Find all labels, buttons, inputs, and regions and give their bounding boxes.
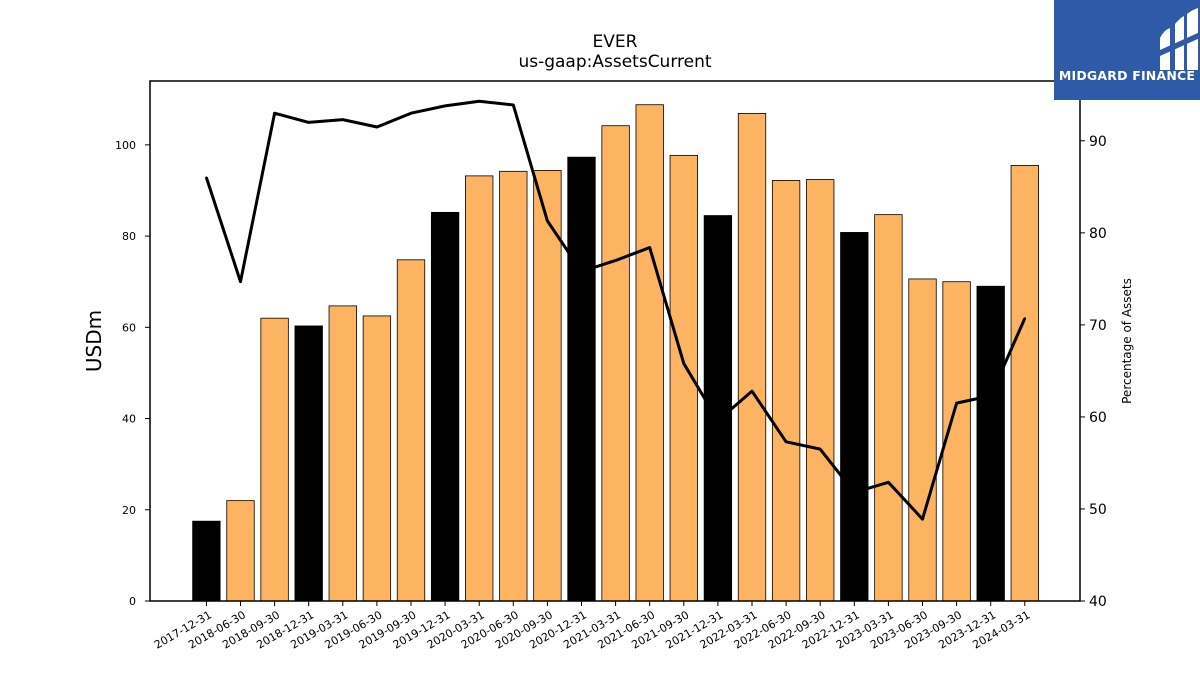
line-point-2020-03-31: [478, 100, 481, 103]
bar-2019-12-31: [430, 211, 460, 602]
y-tick-label: 40: [122, 413, 136, 426]
y2-tick-label: 50: [1089, 502, 1107, 518]
y-axis-label: USDm: [82, 310, 106, 372]
y-tick-label: 0: [129, 595, 136, 608]
line-point-2018-09-30: [273, 112, 276, 115]
logo-text: MIDGARD FINANCE: [1058, 68, 1196, 83]
bar-2022-09-30: [806, 179, 835, 602]
bar-2022-12-31: [840, 232, 869, 602]
bar-2023-06-30: [908, 278, 937, 602]
line-point-2019-03-31: [341, 118, 344, 121]
y-tick-label: 60: [122, 321, 136, 334]
line-point-2023-06-30: [921, 517, 924, 521]
bar-2022-03-31: [737, 112, 767, 602]
y2-axis-label: Percentage of Assets: [1120, 278, 1134, 404]
line-point-2021-03-31: [614, 259, 617, 262]
line-point-2018-12-31: [307, 121, 310, 124]
line-point-2017-12-31: [205, 176, 208, 179]
line-point-2019-12-31: [443, 104, 447, 108]
line-point-2022-03-31: [750, 389, 754, 393]
plot-frame: [149, 80, 1081, 602]
line-point-2021-12-31: [716, 419, 720, 422]
bar-2019-06-30: [362, 315, 392, 602]
bar-2020-09-30: [533, 169, 562, 602]
y2-tick-label: 90: [1089, 134, 1107, 150]
line-point-2022-09-30: [819, 447, 822, 451]
y-tick-label: 20: [122, 504, 136, 517]
bar-2023-09-30: [942, 281, 971, 602]
line-point-2020-12-31: [580, 270, 583, 273]
line-point-2021-06-30: [648, 246, 651, 249]
bar-2021-03-31: [601, 125, 630, 602]
midgard-finance-logo: MIDGARD FINANCE: [1054, 0, 1200, 100]
y2-tick-label: 80: [1089, 226, 1107, 242]
line-point-2023-12-31: [989, 394, 992, 397]
bar-2018-09-30: [260, 317, 289, 602]
bar-2018-12-31: [294, 325, 323, 602]
y-tick-label: 100: [115, 139, 136, 152]
bar-2019-03-31: [328, 305, 357, 602]
y2-tick-label: 70: [1089, 318, 1107, 334]
bar-2024-03-31: [1010, 164, 1039, 602]
bar-2017-12-31: [192, 520, 221, 602]
bar-group: [192, 104, 1039, 602]
chart-title: EVER: [592, 32, 638, 52]
y-tick-label: 80: [122, 230, 136, 243]
line-point-2022-12-31: [853, 491, 856, 494]
bar-2019-09-30: [396, 259, 426, 602]
line-point-2021-09-30: [682, 362, 685, 365]
bar-2021-06-30: [635, 104, 664, 602]
line-point-2023-03-31: [887, 481, 890, 484]
line-layer: [204, 99, 1027, 521]
midgard-logo-icon: [1160, 8, 1200, 70]
line-point-2023-09-30: [955, 401, 958, 405]
line-point-2019-09-30: [409, 112, 413, 115]
bar-2021-12-31: [703, 215, 733, 602]
bar-2023-03-31: [874, 214, 903, 602]
bar-2020-06-30: [499, 170, 528, 602]
line-point-2020-06-30: [512, 103, 515, 107]
bar-2018-06-30: [226, 500, 255, 602]
line-point-2024-03-31: [1023, 317, 1026, 320]
bar-2020-12-31: [567, 156, 596, 602]
chart-subtitle: us-gaap:AssetsCurrent: [518, 52, 712, 72]
y2-tick-label: 40: [1089, 594, 1107, 610]
bar-2023-12-31: [976, 285, 1005, 602]
line-point-2022-06-30: [784, 440, 788, 443]
bar-2020-03-31: [465, 175, 494, 602]
line-point-2019-06-30: [375, 125, 379, 129]
bar-2022-06-30: [771, 180, 801, 602]
line-point-2020-09-30: [546, 219, 549, 223]
line-point-2018-06-30: [239, 280, 242, 283]
y2-tick-label: 60: [1089, 410, 1107, 426]
